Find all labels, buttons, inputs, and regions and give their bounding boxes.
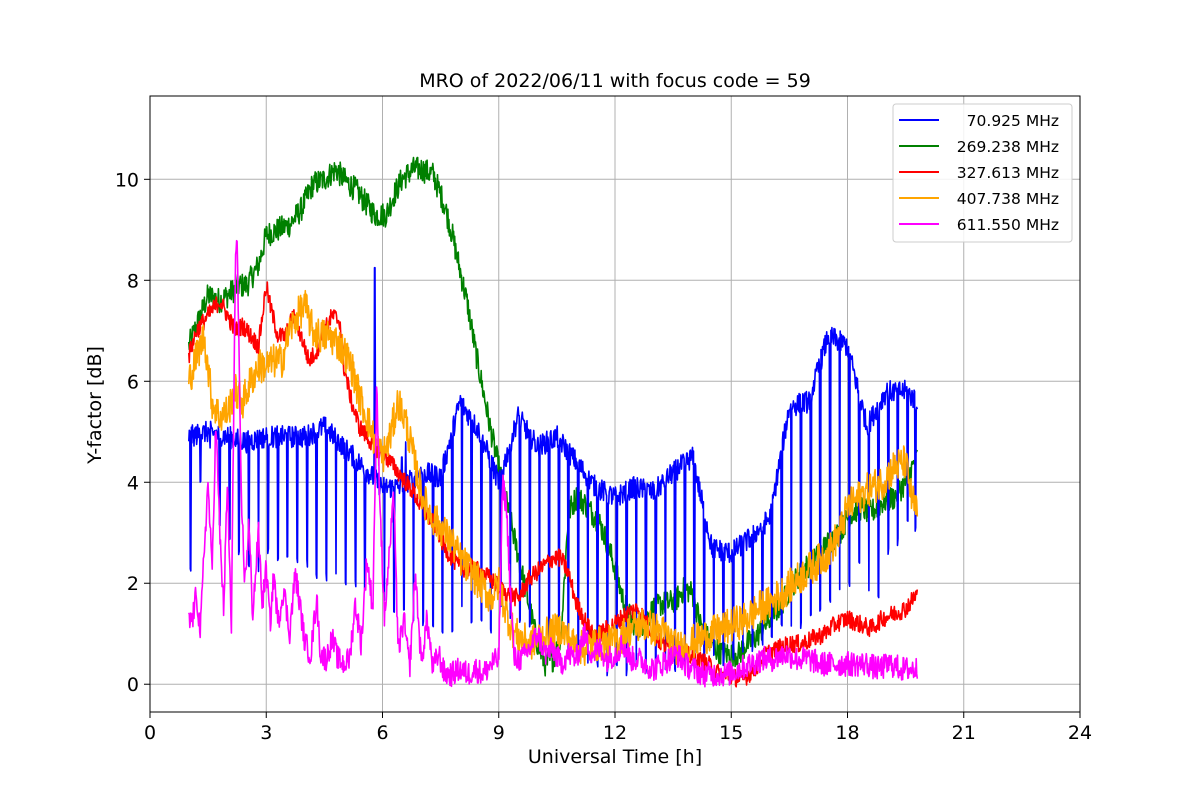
legend-box	[892, 103, 1073, 243]
legend-label: 611.550 MHz	[957, 216, 1059, 234]
series-lines	[188, 156, 919, 688]
x-tick-label: 3	[260, 722, 272, 744]
x-tick-label: 21	[952, 722, 976, 744]
x-tick-label: 24	[1068, 722, 1092, 744]
legend-label: 407.738 MHz	[957, 190, 1059, 208]
x-tick-label: 12	[603, 722, 627, 744]
x-tick-label: 6	[376, 722, 388, 744]
series-line	[188, 266, 919, 677]
x-tick-label: 9	[493, 722, 505, 744]
x-axis-label: Universal Time [h]	[528, 746, 702, 768]
legend-label: 70.925 MHz	[967, 112, 1059, 130]
y-tick-label: 2	[127, 573, 139, 595]
series-line	[188, 156, 919, 677]
x-tick-label: 15	[719, 722, 743, 744]
series-line	[188, 239, 919, 688]
y-tick-label: 0	[127, 674, 139, 696]
legend-label: 327.613 MHz	[957, 164, 1059, 182]
x-tick-label: 0	[144, 722, 156, 744]
series-line	[188, 281, 919, 688]
chart-title: MRO of 2022/06/11 with focus code = 59	[419, 70, 811, 92]
y-tick-label: 4	[127, 472, 139, 494]
x-tick-label: 18	[835, 722, 859, 744]
y-tick-label: 6	[127, 371, 139, 393]
series-line	[188, 289, 919, 666]
y-tick-label: 10	[115, 169, 139, 191]
legend: 70.925 MHz 269.238 MHz 327.613 MHz 407.738 …	[892, 103, 1073, 243]
y-tick-label: 8	[127, 270, 139, 292]
legend-label: 269.238 MHz	[957, 138, 1059, 156]
y-axis-label: Y-factor [dB]	[84, 346, 106, 465]
